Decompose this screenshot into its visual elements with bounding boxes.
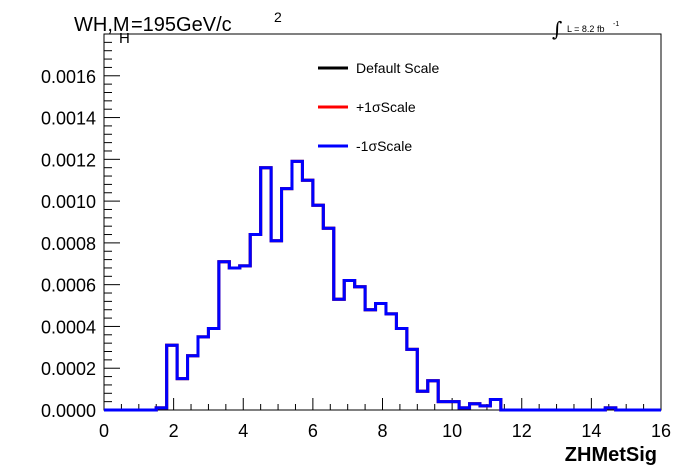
x-tick-label: 12	[512, 421, 532, 441]
x-tick-label: 0	[99, 421, 109, 441]
y-tick-label: 0.0000	[41, 401, 96, 421]
x-tick-label: 16	[651, 421, 671, 441]
histogram-series-2	[104, 159, 661, 412]
legend: Default Scale +1σScale -1σScale	[318, 60, 439, 154]
axes: 0 2 4 6 8 10 12 14 16 0.0000 0.0002 0.0004 0.0006 0.0…	[41, 33, 671, 441]
lumi-superscript: -1	[613, 21, 619, 28]
y-tick-label: 0.0012	[41, 150, 96, 170]
x-tick-label: 8	[377, 421, 387, 441]
integral-symbol: ∫	[552, 17, 562, 41]
legend-label-default: Default Scale	[356, 60, 439, 76]
y-tick-label: 0.0008	[41, 234, 96, 254]
y-tick-label: 0.0004	[41, 317, 96, 337]
y-tick-label: 0.0006	[41, 276, 96, 296]
y-tick-label: 0.0014	[41, 109, 96, 129]
x-tick-label: 4	[238, 421, 248, 441]
chart-title: WH,M H =195GeV/c 2	[74, 9, 282, 47]
x-tick-label: 2	[169, 421, 179, 441]
legend-label-plus1sigma: +1σScale	[356, 99, 416, 115]
title-subscript: H	[119, 30, 130, 47]
y-tick-label: 0.0010	[41, 192, 96, 212]
x-tick-label: 6	[308, 421, 318, 441]
y-tick-label: 0.0016	[41, 67, 96, 87]
luminosity-label: ∫ L = 8.2 fb -1	[552, 17, 619, 41]
x-tick-label: 14	[581, 421, 601, 441]
x-axis-title: ZHMetSig	[565, 444, 657, 466]
y-tick-label: 0.0002	[41, 359, 96, 379]
series-layer	[104, 159, 661, 412]
title-superscript: 2	[274, 9, 282, 25]
title-main: WH,M	[74, 14, 130, 36]
legend-label-minus1sigma: -1σScale	[356, 138, 412, 154]
title-rest: =195GeV/c	[131, 14, 232, 36]
x-tick-label: 10	[442, 421, 462, 441]
lumi-text: L = 8.2 fb	[567, 24, 604, 34]
